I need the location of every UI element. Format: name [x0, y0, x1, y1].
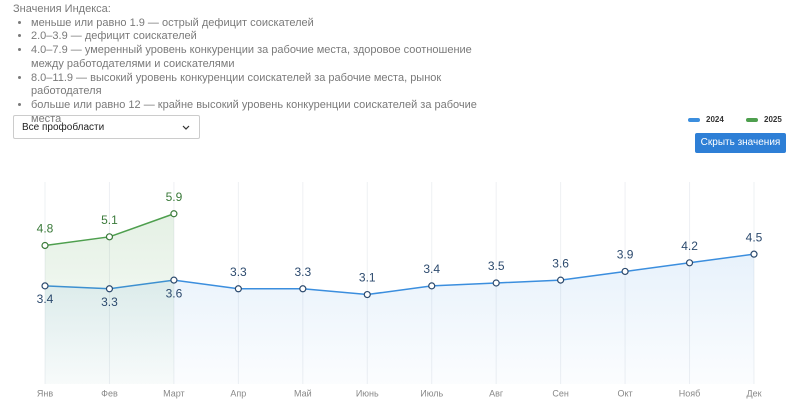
x-tick-label: Нояб [679, 388, 701, 398]
x-tick-label: Май [294, 388, 312, 398]
point [621, 267, 629, 276]
value-label: 5.9 [166, 190, 183, 204]
point [492, 279, 500, 287]
value-label: 3.6 [552, 256, 569, 270]
hide-values-button[interactable]: Скрыть значения [695, 133, 786, 153]
value-label: 3.6 [166, 286, 183, 300]
point [299, 285, 307, 293]
note-title: Значения Индекса: [13, 3, 111, 15]
point [363, 290, 371, 299]
legend-label: 2024 [706, 115, 724, 124]
x-tick-label: Окт [618, 388, 633, 398]
legend-label: 2025 [764, 115, 782, 124]
value-label: 4.5 [746, 230, 763, 244]
point [41, 241, 49, 250]
chevron [182, 125, 190, 130]
x-tick-label: Апр [230, 388, 246, 398]
value-label: 3.9 [617, 248, 634, 262]
area [45, 213, 174, 384]
x-tick-label: Фев [101, 388, 118, 398]
point [170, 210, 178, 218]
point [685, 259, 694, 267]
note-item: 4.0–7.9 — умеренный уровень конкуренции … [31, 44, 493, 71]
note-item: меньше или равно 1.9 — острый дефицит со… [31, 17, 493, 31]
point [105, 285, 114, 293]
legend-swatch [688, 118, 700, 122]
value-label: 3.3 [230, 265, 247, 279]
value-label: 3.4 [423, 262, 440, 276]
point [557, 276, 565, 284]
x-tick-label: Авг [489, 388, 504, 398]
x-tick-label: Янв [37, 388, 53, 398]
legend-swatch [746, 118, 758, 122]
value-label: 3.4 [37, 292, 54, 306]
x-tick-label: Сен [552, 388, 569, 398]
note-item: 8.0–11.9 — высокий уровень конкуренции с… [31, 72, 493, 99]
point [170, 276, 178, 284]
note-item: 2.0–3.9 — дефицит соискателей [31, 30, 493, 44]
point [428, 282, 436, 290]
value-label: 5.1 [101, 213, 118, 227]
point [234, 285, 242, 293]
point [750, 250, 758, 258]
value-label: 3.1 [359, 271, 376, 285]
value-label: 3.3 [294, 265, 311, 279]
value-label: 3.3 [101, 295, 118, 309]
x-tick-label: Июль [420, 388, 443, 398]
dropdown-value: Все профобласти [22, 122, 105, 133]
dropdown[interactable]: Все профобласти [13, 115, 200, 139]
x-tick-label: Июнь [356, 388, 379, 398]
value-label: 4.8 [37, 222, 54, 236]
value-label: 4.2 [681, 239, 698, 253]
point [105, 233, 114, 241]
x-tick-label: Дек [746, 388, 761, 398]
point [41, 282, 49, 290]
x-tick-label: Март [163, 388, 185, 398]
value-label: 3.5 [488, 259, 505, 273]
